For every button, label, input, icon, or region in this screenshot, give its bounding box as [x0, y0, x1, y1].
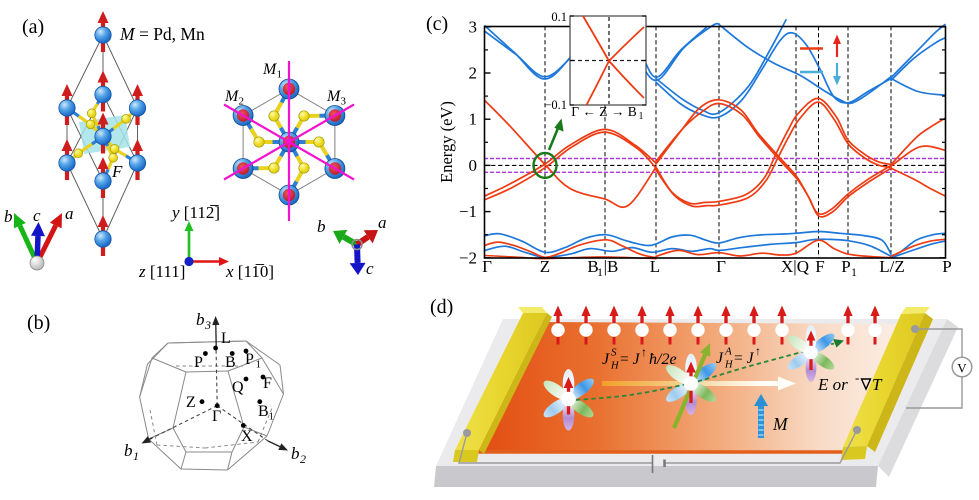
svg-text:M: M — [772, 414, 789, 434]
svg-text:1: 1 — [851, 265, 857, 279]
svg-text:H: H — [610, 361, 620, 372]
svg-text:P: P — [194, 354, 203, 371]
svg-text:x [11̅0]: x [11̅0] — [225, 262, 274, 281]
svg-text:3: 3 — [341, 96, 347, 108]
svg-text:A: A — [724, 346, 732, 358]
svg-text:Z: Z — [540, 257, 550, 276]
svg-text:1: 1 — [277, 69, 283, 81]
svg-text:L: L — [650, 257, 660, 276]
svg-text:F: F — [111, 162, 123, 181]
svg-text:L: L — [221, 330, 231, 347]
svg-text:0: 0 — [469, 156, 478, 175]
svg-text:↑: ↑ — [641, 345, 647, 359]
svg-text:J: J — [602, 351, 610, 368]
svg-text:J: J — [716, 350, 724, 367]
svg-text:1: 1 — [269, 411, 275, 423]
svg-text:X|Q: X|Q — [781, 257, 809, 276]
svg-text:T: T — [872, 375, 883, 394]
svg-text:b: b — [317, 217, 326, 236]
svg-text:b: b — [196, 310, 205, 329]
svg-text:H: H — [724, 360, 734, 371]
svg-text:−2: −2 — [459, 248, 477, 267]
svg-text:M = Pd, Mn: M = Pd, Mn — [119, 24, 205, 44]
svg-text:S: S — [611, 347, 617, 359]
svg-text:L/Z: L/Z — [879, 257, 905, 276]
svg-text:F: F — [263, 375, 272, 392]
svg-text:b: b — [124, 441, 133, 460]
svg-text:P: P — [942, 257, 951, 276]
svg-text:F: F — [815, 257, 824, 276]
svg-text:3: 3 — [204, 318, 211, 332]
svg-text:b: b — [4, 207, 13, 226]
svg-text:−1: −1 — [459, 202, 477, 221]
svg-text:2: 2 — [469, 64, 478, 83]
svg-text:1: 1 — [133, 449, 139, 463]
svg-text:3: 3 — [469, 17, 478, 36]
svg-text:b: b — [291, 444, 300, 463]
svg-text:c: c — [366, 259, 374, 278]
svg-text:Γ: Γ — [212, 408, 221, 425]
svg-text:(b): (b) — [27, 312, 50, 334]
svg-text:y [112̅]: y [112̅] — [170, 203, 220, 222]
svg-text:c: c — [33, 206, 41, 225]
svg-text:B: B — [225, 354, 236, 371]
svg-text:−0.1: −0.1 — [544, 98, 567, 112]
svg-text:a: a — [65, 204, 74, 223]
svg-text:Γ ← Z → B: Γ ← Z → B — [571, 104, 637, 119]
svg-text:|B: |B — [604, 257, 619, 276]
svg-text:2: 2 — [239, 96, 245, 108]
svg-text:1: 1 — [639, 111, 644, 122]
svg-text:= J: = J — [734, 350, 755, 367]
svg-text:z [111]: z [111] — [138, 262, 185, 281]
svg-text:E or: E or — [817, 375, 848, 394]
svg-text:0.1: 0.1 — [551, 10, 567, 24]
svg-text:1: 1 — [469, 110, 478, 129]
svg-text:↑: ↑ — [755, 344, 761, 358]
svg-text:2: 2 — [300, 452, 306, 466]
svg-text:Z: Z — [186, 394, 196, 411]
svg-text:P: P — [841, 257, 850, 276]
svg-text:1: 1 — [256, 359, 262, 371]
svg-text:(d): (d) — [430, 296, 453, 318]
svg-text:ħ/2e: ħ/2e — [649, 351, 677, 368]
svg-text:B: B — [258, 403, 269, 420]
svg-text:1: 1 — [597, 265, 603, 279]
svg-text:P: P — [245, 351, 254, 368]
svg-text:X: X — [241, 428, 253, 445]
svg-text:Energy (eV): Energy (eV) — [437, 101, 456, 183]
svg-text:(a): (a) — [22, 16, 44, 38]
svg-text:V: V — [957, 361, 967, 376]
svg-text:(c): (c) — [426, 13, 448, 35]
svg-text:Q: Q — [232, 379, 244, 396]
svg-text:Γ: Γ — [716, 257, 726, 276]
svg-text:Γ: Γ — [482, 257, 492, 276]
svg-text:= J: = J — [620, 351, 641, 368]
svg-text:a: a — [378, 213, 387, 232]
svg-text:-: - — [855, 370, 859, 385]
